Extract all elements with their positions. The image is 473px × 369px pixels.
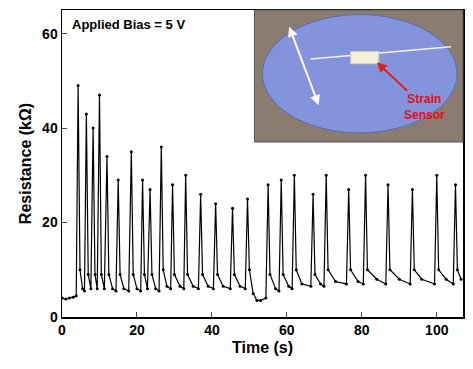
svg-text:80: 80 <box>354 322 370 338</box>
svg-text:60: 60 <box>42 26 58 42</box>
svg-text:100: 100 <box>425 322 449 338</box>
svg-text:StrainSensor: StrainSensor <box>404 92 445 122</box>
svg-text:Time (s): Time (s) <box>232 339 293 356</box>
svg-text:20: 20 <box>129 322 145 338</box>
svg-text:Applied Bias = 5 V: Applied Bias = 5 V <box>72 17 185 32</box>
svg-text:20: 20 <box>42 214 58 230</box>
svg-text:Resistance (kΩ): Resistance (kΩ) <box>17 103 34 224</box>
svg-text:60: 60 <box>279 322 295 338</box>
svg-text:40: 40 <box>204 322 220 338</box>
svg-text:0: 0 <box>50 309 58 325</box>
svg-text:40: 40 <box>42 120 58 136</box>
svg-text:0: 0 <box>58 322 66 338</box>
